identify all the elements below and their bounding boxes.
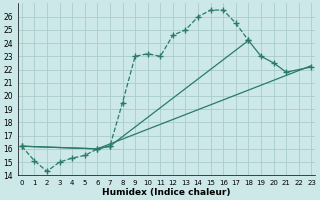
X-axis label: Humidex (Indice chaleur): Humidex (Indice chaleur) — [102, 188, 231, 197]
